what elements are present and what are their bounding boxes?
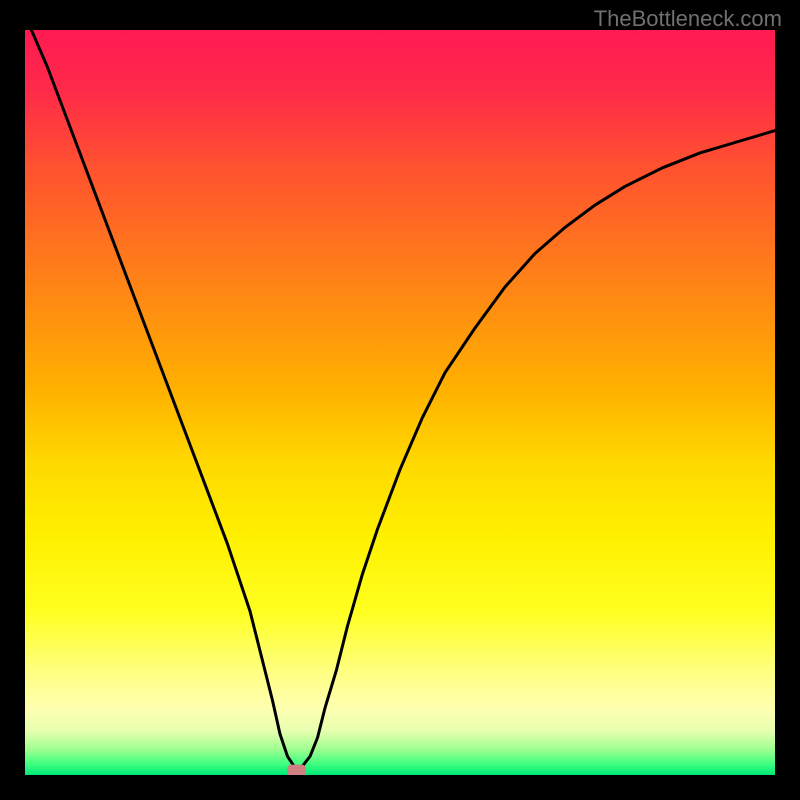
watermark-text: TheBottleneck.com [594, 6, 782, 32]
bottleneck-chart [25, 30, 775, 775]
minimum-marker [287, 765, 306, 775]
chart-background [25, 30, 775, 775]
